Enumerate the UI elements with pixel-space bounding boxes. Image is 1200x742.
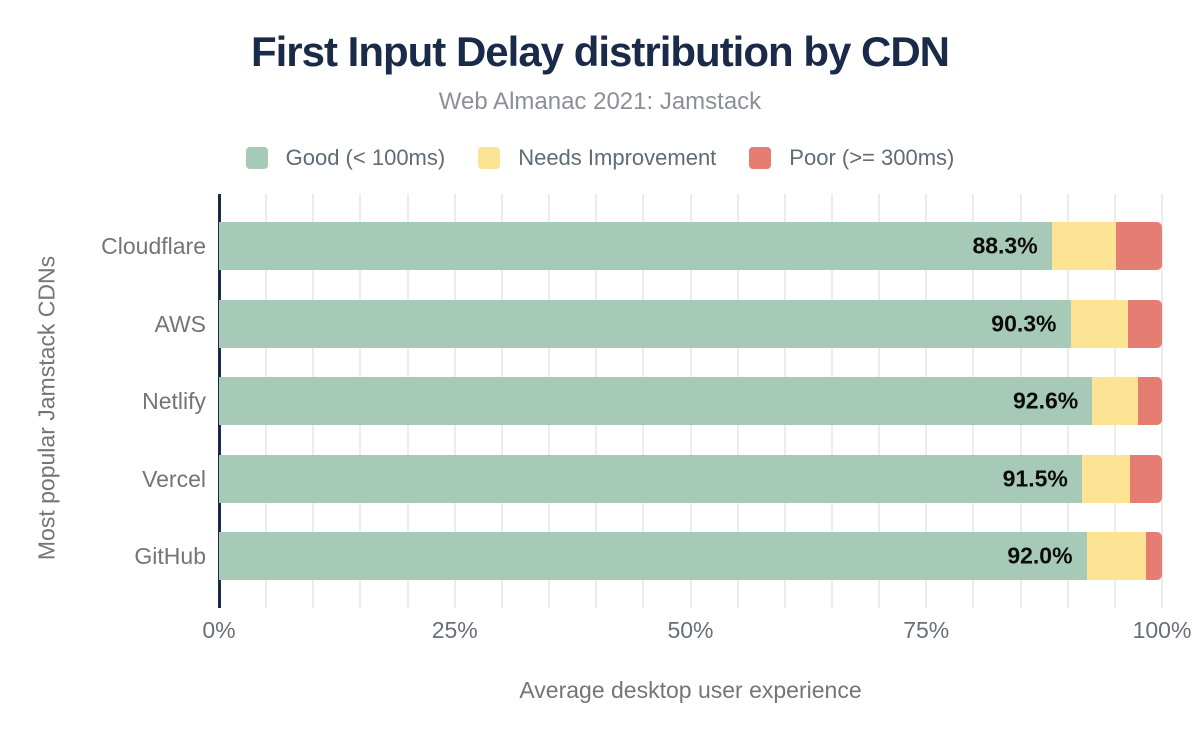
x-tick-100: 100%	[1132, 617, 1192, 643]
bar-value-label: 88.3%	[972, 232, 1038, 259]
bar-row-aws: 90.3%	[219, 299, 1162, 348]
bar-segment-poor	[1145, 532, 1162, 580]
legend-item: Poor (>= 300ms)	[749, 145, 954, 171]
legend-label: Poor (>= 300ms)	[789, 145, 955, 170]
bar-segment-poor	[1128, 299, 1162, 348]
bar-segment-good: 88.3%	[219, 222, 1052, 270]
bar-row-netlify: 92.6%	[219, 377, 1162, 425]
gridline-100	[1161, 194, 1163, 608]
chart-subtitle: Web Almanac 2021: Jamstack	[438, 88, 762, 115]
bar-segment-poor	[1115, 222, 1162, 270]
legend-swatch-needs_improvement	[478, 147, 501, 169]
bar-row-vercel: 91.5%	[219, 454, 1162, 503]
x-axis-tick-labels: 0% 25% 50% 75% 100%	[202, 617, 1191, 643]
legend-label: Good (< 100ms)	[285, 145, 446, 170]
x-tick-0: 0%	[202, 617, 236, 643]
legend-swatch-good	[245, 147, 268, 169]
bar-segment-needs_improvement	[1086, 532, 1146, 580]
bar-segment-good: 92.6%	[219, 377, 1093, 425]
bar-row-cloudflare: 88.3%	[219, 222, 1162, 270]
category-label-aws: AWS	[154, 310, 206, 337]
chart-title: First Input Delay distribution by CDN	[250, 28, 950, 75]
x-tick-50: 50%	[667, 617, 714, 643]
legend-item: Good (< 100ms)	[245, 145, 446, 171]
bar-segment-needs_improvement	[1081, 454, 1130, 503]
bar-segment-needs_improvement	[1070, 299, 1129, 348]
bar-segment-poor	[1138, 377, 1162, 425]
bar-segment-poor	[1129, 454, 1162, 503]
category-label-github: GitHub	[134, 543, 206, 569]
x-tick-25: 25%	[431, 617, 478, 643]
bar-segment-needs_improvement	[1051, 222, 1116, 270]
legend-label: Needs Improvement	[518, 145, 717, 170]
category-label-netlify: Netlify	[142, 388, 206, 414]
plot-area: 88.3% 90.3% 92.6% 91.5% 92.0%	[218, 194, 1163, 608]
bar-row-github: 92.0%	[219, 532, 1162, 580]
legend-item: Needs Improvement	[478, 145, 716, 171]
x-axis-title: Average desktop user experience	[519, 677, 862, 703]
bar-value-label: 92.0%	[1007, 542, 1073, 569]
bar-value-label: 91.5%	[1002, 465, 1068, 491]
legend: Good (< 100ms) Needs Improvement Poor (>= …	[0, 145, 1200, 171]
bar-segment-needs_improvement	[1092, 377, 1139, 425]
legend-swatch-poor	[749, 147, 772, 169]
category-label-vercel: Vercel	[142, 465, 206, 492]
category-label-cloudflare: Cloudflare	[101, 233, 206, 259]
bar-value-label: 92.6%	[1012, 387, 1079, 414]
bar-segment-good: 92.0%	[219, 532, 1087, 580]
bar-segment-good: 90.3%	[219, 299, 1071, 348]
bar-value-label: 90.3%	[991, 310, 1057, 336]
y-axis-tick-labels: Cloudflare AWS Netlify Vercel GitHub	[0, 194, 206, 608]
bar-segment-good: 91.5%	[219, 454, 1082, 503]
x-tick-75: 75%	[903, 617, 950, 643]
